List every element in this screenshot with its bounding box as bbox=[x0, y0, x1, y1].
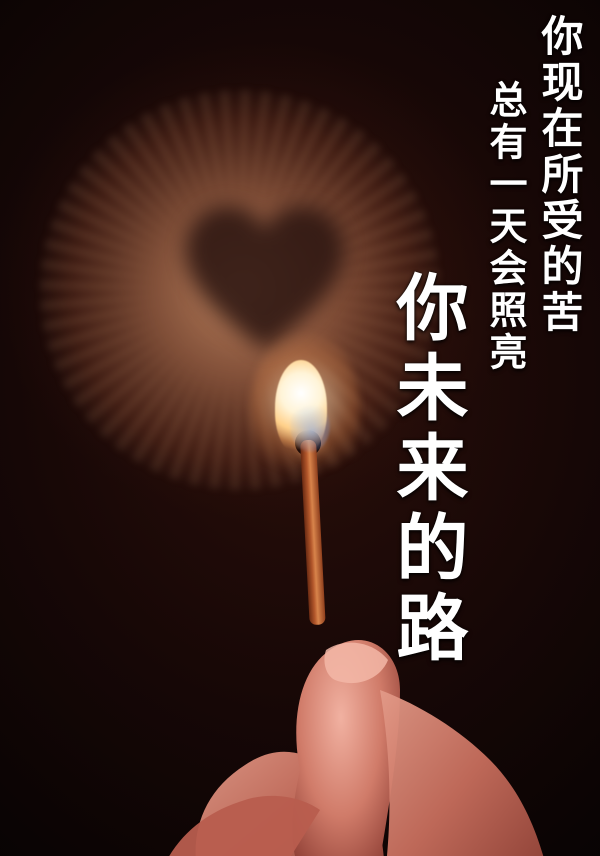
heart-shadow bbox=[185, 205, 345, 350]
hand bbox=[169, 640, 544, 856]
poster-line-2: 总有一天会照亮 bbox=[483, 80, 528, 374]
flame-blue-core bbox=[290, 400, 330, 452]
poster-line-1: 你现在所受的苦 bbox=[535, 14, 584, 336]
poster-line-3: 你未来的路 bbox=[384, 270, 469, 670]
